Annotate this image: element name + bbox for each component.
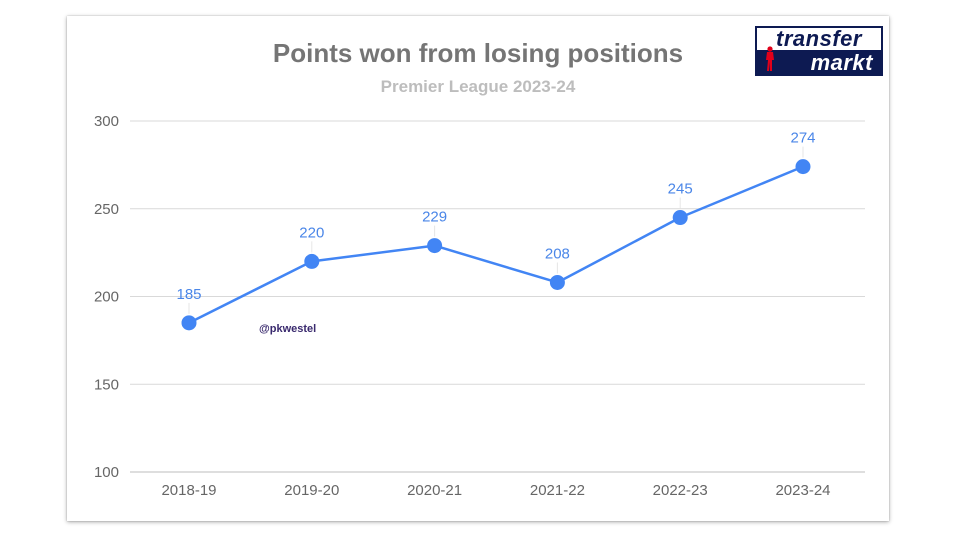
footballer-icon bbox=[766, 46, 774, 71]
x-tick-label: 2022-23 bbox=[653, 482, 708, 499]
chart-subtitle: Premier League 2023-24 bbox=[380, 77, 576, 96]
data-point bbox=[427, 238, 443, 254]
x-tick-label: 2020-21 bbox=[407, 482, 462, 499]
author-watermark: @pkwestel bbox=[259, 323, 317, 335]
data-label: 185 bbox=[176, 286, 201, 303]
y-tick-label: 100 bbox=[94, 464, 119, 481]
data-point bbox=[304, 253, 320, 269]
x-tick-label: 2019-20 bbox=[284, 482, 339, 499]
data-point bbox=[672, 210, 688, 226]
y-tick-label: 300 bbox=[94, 113, 119, 130]
data-point bbox=[181, 315, 197, 331]
y-tick-label: 250 bbox=[94, 201, 119, 218]
series-line bbox=[188, 165, 804, 324]
chart-card: Points won from losing positions Premier… bbox=[67, 16, 889, 521]
x-tick-label: 2018-19 bbox=[161, 482, 216, 499]
chart-title: Points won from losing positions bbox=[272, 38, 684, 68]
y-tick-label: 150 bbox=[94, 376, 119, 393]
data-point bbox=[549, 274, 565, 290]
data-label: 229 bbox=[422, 209, 447, 226]
data-label: 220 bbox=[299, 224, 324, 241]
data-label: 274 bbox=[790, 130, 815, 147]
logo-line-2: markt bbox=[810, 50, 873, 75]
transfermarkt-logo: transfer markt bbox=[755, 26, 883, 76]
y-tick-label: 200 bbox=[94, 289, 119, 306]
data-point bbox=[795, 159, 811, 175]
data-label: 245 bbox=[668, 181, 693, 198]
x-tick-label: 2021-22 bbox=[530, 482, 585, 499]
logo-line-1: transfer bbox=[757, 28, 881, 50]
data-label: 208 bbox=[545, 245, 570, 262]
x-tick-label: 2023-24 bbox=[775, 482, 830, 499]
